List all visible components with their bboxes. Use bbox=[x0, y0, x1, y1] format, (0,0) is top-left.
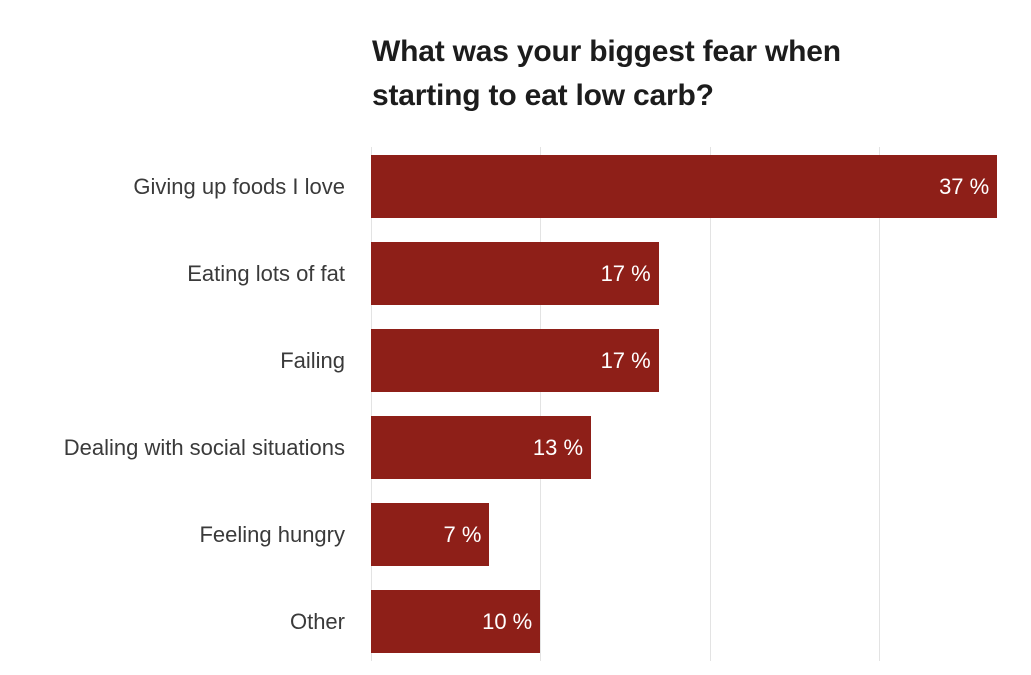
chart-title-line-2: starting to eat low carb? bbox=[372, 79, 714, 112]
bar-track: 10 % bbox=[371, 590, 1031, 653]
bar-row: Giving up foods I love 37 % bbox=[0, 155, 1031, 218]
category-label: Other bbox=[289, 609, 345, 634]
bar: 37 % bbox=[371, 155, 998, 218]
bar: 13 % bbox=[371, 416, 592, 479]
bar-row: Other 10 % bbox=[0, 590, 1031, 653]
bar: 17 % bbox=[371, 329, 659, 392]
chart-title-line-1: What was your biggest fear when bbox=[372, 35, 841, 68]
bar: 17 % bbox=[371, 242, 659, 305]
gridline bbox=[709, 147, 711, 661]
value-label: 7 % bbox=[443, 521, 482, 547]
bar-row: Feeling hungry 7 % bbox=[0, 503, 1031, 566]
value-label: 17 % bbox=[600, 347, 651, 373]
value-label: 17 % bbox=[600, 260, 651, 286]
category-label: Giving up foods I love bbox=[133, 174, 345, 199]
bar: 7 % bbox=[371, 503, 490, 566]
chart-title: What was your biggest fear when starting… bbox=[372, 30, 841, 118]
bar-track: 17 % bbox=[371, 329, 1031, 392]
category-label: Feeling hungry bbox=[199, 522, 345, 547]
bar-track: 17 % bbox=[371, 242, 1031, 305]
bar-track: 37 % bbox=[371, 155, 1031, 218]
category-label: Eating lots of fat bbox=[187, 261, 345, 286]
plot-area: Giving up foods I love 37 % Eating lots of… bbox=[0, 147, 1031, 661]
gridlines bbox=[371, 147, 1031, 661]
bar: 10 % bbox=[371, 590, 541, 653]
bar-row: Dealing with social situations 13 % bbox=[0, 416, 1031, 479]
category-label: Failing bbox=[280, 348, 345, 373]
gridline bbox=[540, 147, 542, 661]
category-label: Dealing with social situations bbox=[63, 435, 345, 460]
gridline bbox=[878, 147, 880, 661]
value-label: 37 % bbox=[939, 173, 990, 199]
value-label: 10 % bbox=[482, 608, 533, 634]
gridline bbox=[371, 147, 372, 661]
value-label: 13 % bbox=[532, 434, 584, 460]
bar-row: Failing 17 % bbox=[0, 329, 1031, 392]
bar-track: 13 % bbox=[371, 416, 1031, 479]
bar-row: Eating lots of fat 17 % bbox=[0, 242, 1031, 305]
bar-track: 7 % bbox=[371, 503, 1031, 566]
